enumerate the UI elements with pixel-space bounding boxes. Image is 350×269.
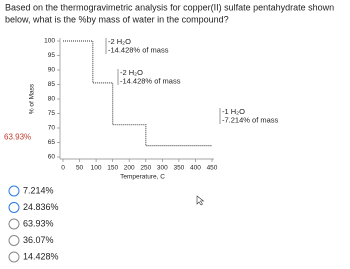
- x-tick-label: 250: [140, 165, 151, 172]
- annotation: -1 H₂O: [222, 107, 245, 116]
- question-text: Based on the thermogravimetric analysis …: [5, 2, 334, 12]
- x-tick-label: 400: [190, 165, 201, 172]
- x-axis-label: Temperature, C: [120, 174, 165, 181]
- x-tick-label: 200: [124, 165, 135, 172]
- radio-button[interactable]: [8, 235, 20, 246]
- annotation: -7.214% of mass: [222, 115, 279, 124]
- y-tick-label: 75: [48, 110, 56, 117]
- y-tick-label: 65: [48, 139, 56, 146]
- option-label[interactable]: 14.428%: [23, 251, 59, 261]
- y-tick-label: 90: [48, 67, 56, 74]
- data-line: [63, 40, 212, 147]
- x-tick-label: 100: [91, 165, 102, 172]
- y-tick-label: 60: [48, 154, 56, 161]
- radio-button[interactable]: [8, 251, 20, 263]
- y-axis-label: % of Mass: [29, 83, 36, 114]
- cursor: [196, 195, 205, 206]
- y-tick-label: 95: [48, 52, 56, 59]
- annotation: -2 H₂O: [108, 37, 131, 46]
- x-tick-label: 350: [173, 165, 184, 172]
- option-label[interactable]: 24.836%: [23, 202, 59, 212]
- x-tick-label: 450: [207, 165, 218, 172]
- y-tick-label: 80: [48, 96, 56, 103]
- x-tick-label: 300: [157, 165, 168, 172]
- y-tick-label: 70: [48, 125, 56, 132]
- x-tick-label: 50: [76, 165, 84, 172]
- annotation: -14.428% of mass: [120, 76, 181, 85]
- radio-button[interactable]: [8, 185, 20, 197]
- option-label[interactable]: 63.93%: [23, 218, 54, 228]
- option-label[interactable]: 7.214%: [23, 185, 54, 195]
- x-tick-label: 150: [107, 165, 118, 172]
- annotation: -2 H₂O: [120, 68, 143, 77]
- question-text: below, what is the %by mass of water in …: [5, 14, 229, 24]
- radio-button[interactable]: [8, 218, 20, 230]
- y-tick-label: 100: [44, 38, 55, 45]
- annotation: -14.428% of mass: [108, 45, 169, 54]
- radio-button[interactable]: [8, 202, 20, 213]
- y-tick-label: 85: [48, 81, 56, 88]
- x-tick-label: 0: [61, 165, 65, 172]
- option-label[interactable]: 36.07%: [23, 235, 54, 245]
- marker-label: 63.93%: [4, 133, 31, 142]
